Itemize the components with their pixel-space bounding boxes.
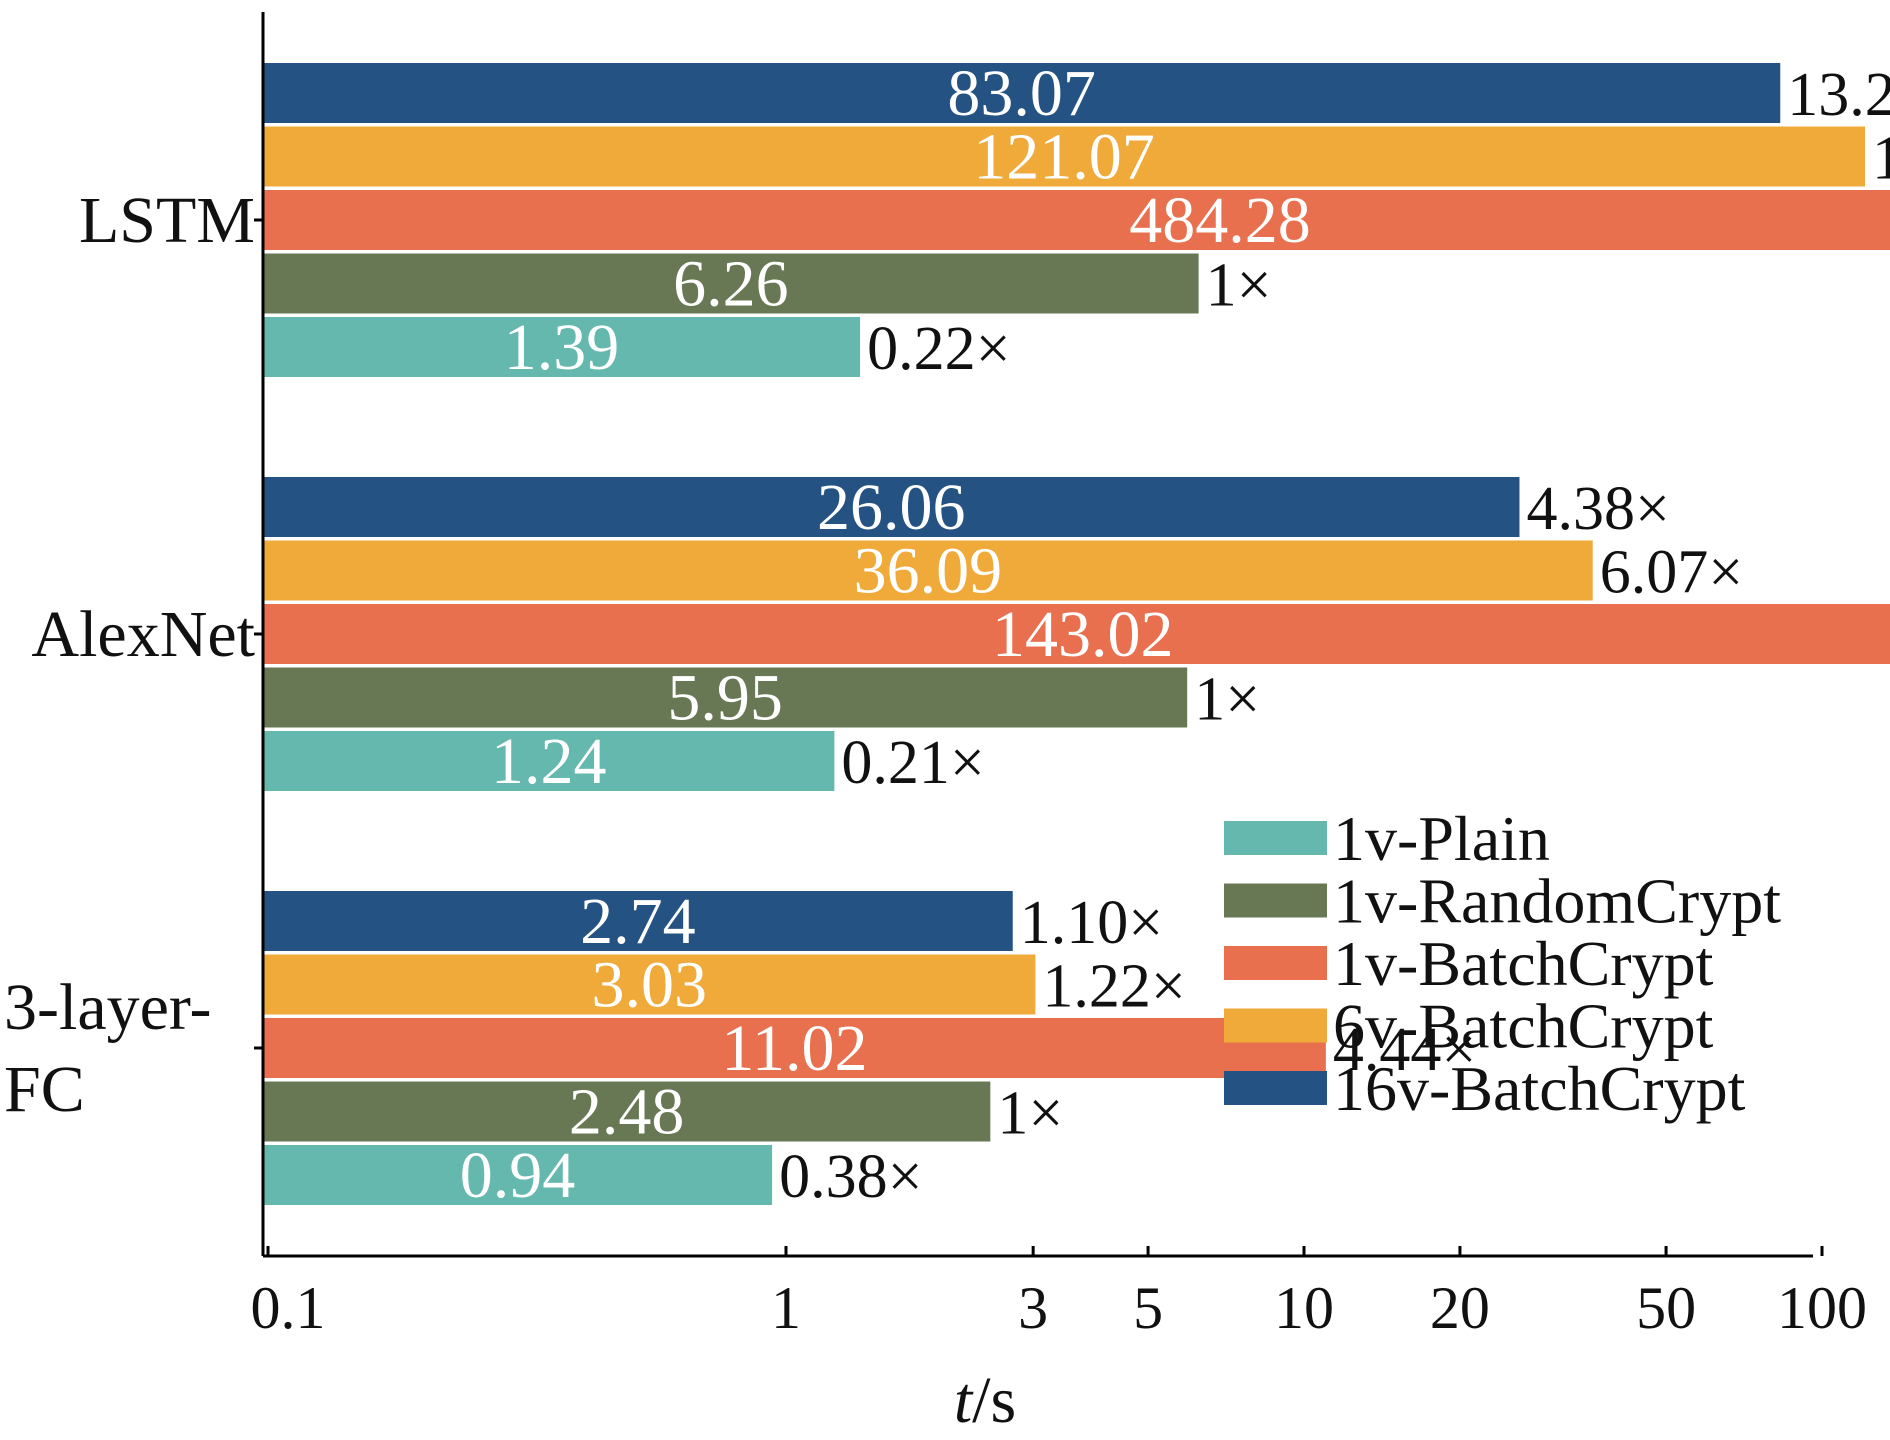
- x-tick-label: 3: [1018, 1275, 1048, 1341]
- bar-1v-batchcrypt: [263, 604, 1890, 664]
- bar-value-label: 26.06: [817, 471, 966, 544]
- x-tick-label: 5: [1133, 1275, 1163, 1341]
- bar-value-label: 1.24: [491, 725, 607, 798]
- bars-layer: [263, 63, 1890, 1205]
- x-axis-title-italic: t: [954, 1364, 974, 1437]
- ratio-label: 4.38×: [1526, 475, 1669, 543]
- bar-1v-plain: [263, 731, 835, 791]
- bar-6v-batchcrypt: [263, 954, 1036, 1015]
- legend-swatch-1v-batchcrypt: [1224, 946, 1327, 980]
- category-label: 3-layer-: [4, 971, 212, 1044]
- x-tick-label: 20: [1430, 1275, 1490, 1341]
- x-axis-title: t/s: [954, 1364, 1016, 1437]
- legend-label-1v-randomcrypt: 1v-RandomCrypt: [1333, 866, 1781, 937]
- x-tick-label: 0.1: [251, 1275, 326, 1341]
- bar-1v-randomcrypt: [263, 253, 1199, 314]
- bar-value-label: 3.03: [591, 949, 707, 1022]
- legend: 1v-Plain1v-RandomCrypt1v-BatchCrypt6v-Ba…: [1224, 803, 1781, 1124]
- bar-1v-batchcrypt: [263, 190, 1890, 250]
- ratio-label: 0.22×: [867, 315, 1010, 383]
- x-tick-label: 50: [1636, 1275, 1696, 1341]
- bar-value-label: 121.07: [973, 121, 1155, 194]
- bar-value-label: 143.02: [992, 598, 1174, 671]
- x-tick-label: 100: [1777, 1275, 1867, 1341]
- x-tick-label: 1: [771, 1275, 801, 1341]
- labels-layer: 83.0713.28×121.0719.36×484.2877.42×6.261…: [460, 57, 1890, 1212]
- category-label: AlexNet: [31, 598, 255, 671]
- bar-value-label: 5.95: [667, 662, 783, 735]
- category-label: LSTM: [79, 184, 255, 257]
- ratio-label: 6.07×: [1600, 539, 1743, 607]
- legend-label-16v-batchcrypt: 16v-BatchCrypt: [1333, 1053, 1746, 1124]
- bar-1v-plain: [263, 317, 861, 377]
- x-tick-label: 10: [1274, 1275, 1334, 1341]
- ratio-label: 19.36×: [1872, 125, 1890, 193]
- ratio-label: 0.38×: [779, 1143, 922, 1211]
- x-axis-title-unit: /s: [972, 1364, 1016, 1437]
- bar-1v-randomcrypt: [263, 667, 1188, 728]
- bar-1v-plain: [263, 1145, 773, 1205]
- bar-16v-batchcrypt: [263, 63, 1781, 123]
- bar-6v-batchcrypt: [263, 126, 1866, 187]
- axes-layer: LSTMAlexNet3-layer-FC0.11351020501005001…: [4, 12, 1867, 1341]
- bar-1v-randomcrypt: [263, 1081, 991, 1142]
- legend-swatch-1v-randomcrypt: [1224, 883, 1327, 918]
- bar-6v-batchcrypt: [263, 540, 1593, 601]
- bar-value-label: 11.02: [721, 1012, 867, 1085]
- legend-label-1v-batchcrypt: 1v-BatchCrypt: [1333, 928, 1714, 999]
- bar-value-label: 1.39: [504, 311, 620, 384]
- legend-swatch-6v-batchcrypt: [1224, 1008, 1327, 1043]
- legend-swatch-1v-plain: [1224, 821, 1327, 855]
- category-label: FC: [4, 1053, 85, 1126]
- ratio-label: 0.21×: [841, 729, 984, 797]
- ratio-label: 4.44×: [1333, 1016, 1476, 1084]
- bar-1v-batchcrypt: [263, 1018, 1326, 1078]
- legend-label-1v-plain: 1v-Plain: [1333, 803, 1550, 874]
- ratio-label: 1.22×: [1042, 953, 1185, 1021]
- legend-swatch-16v-batchcrypt: [1224, 1071, 1327, 1105]
- ratio-label: 1.10×: [1020, 889, 1163, 957]
- bar-value-label: 2.74: [580, 885, 696, 958]
- bar-value-label: 83.07: [947, 57, 1096, 130]
- ratio-label: 1×: [1194, 666, 1260, 734]
- ratio-label: 13.28×: [1787, 61, 1890, 129]
- bar-value-label: 36.09: [854, 535, 1003, 608]
- ratio-label: 1×: [997, 1080, 1063, 1148]
- bar-16v-batchcrypt: [263, 891, 1013, 951]
- bar-16v-batchcrypt: [263, 477, 1520, 537]
- bar-value-label: 6.26: [673, 248, 789, 321]
- ratio-label: 1×: [1206, 252, 1272, 320]
- bar-value-label: 484.28: [1129, 184, 1311, 257]
- legend-label-6v-batchcrypt: 6v-BatchCrypt: [1333, 991, 1714, 1062]
- bar-value-label: 2.48: [569, 1076, 685, 1149]
- bar-value-label: 0.94: [460, 1139, 576, 1212]
